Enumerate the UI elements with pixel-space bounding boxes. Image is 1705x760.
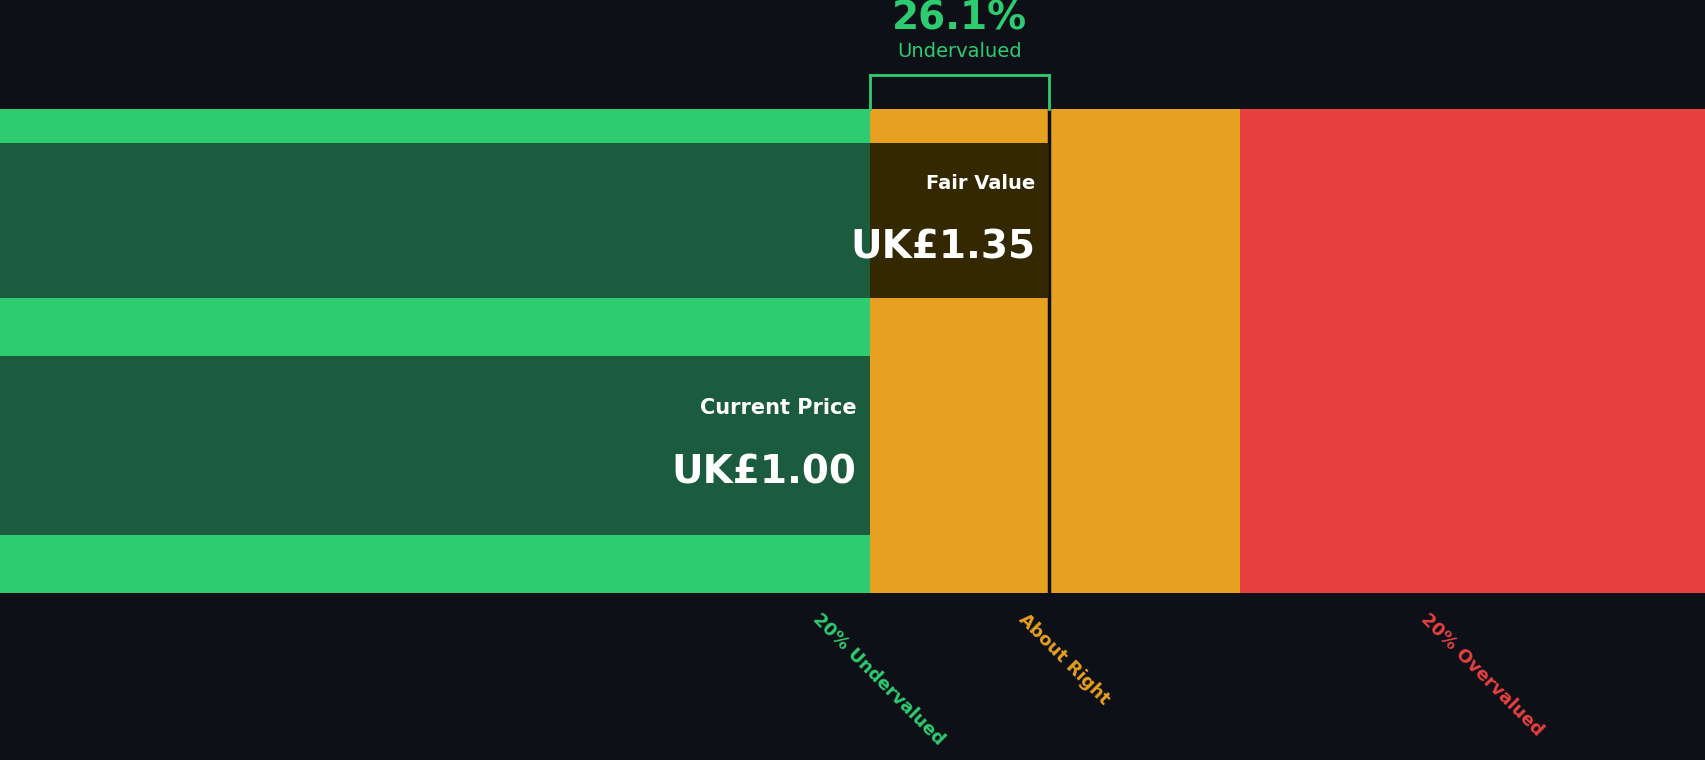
Text: 20% Undervalued: 20% Undervalued xyxy=(808,610,948,749)
Text: About Right: About Right xyxy=(1014,610,1112,708)
Bar xyxy=(870,143,1049,298)
Text: Fair Value: Fair Value xyxy=(926,174,1035,193)
Bar xyxy=(0,298,870,356)
Text: Current Price: Current Price xyxy=(699,398,856,419)
Bar xyxy=(1240,109,1705,593)
Text: UK£1.35: UK£1.35 xyxy=(851,228,1035,266)
Bar xyxy=(870,109,1240,593)
Text: 26.1%: 26.1% xyxy=(892,0,1026,37)
Text: 20% Overvalued: 20% Overvalued xyxy=(1417,610,1545,739)
Bar xyxy=(0,535,870,593)
Text: UK£1.00: UK£1.00 xyxy=(672,454,856,492)
Bar xyxy=(0,356,870,535)
Bar xyxy=(0,109,870,143)
Bar xyxy=(0,143,870,298)
Text: Undervalued: Undervalued xyxy=(897,43,1021,62)
